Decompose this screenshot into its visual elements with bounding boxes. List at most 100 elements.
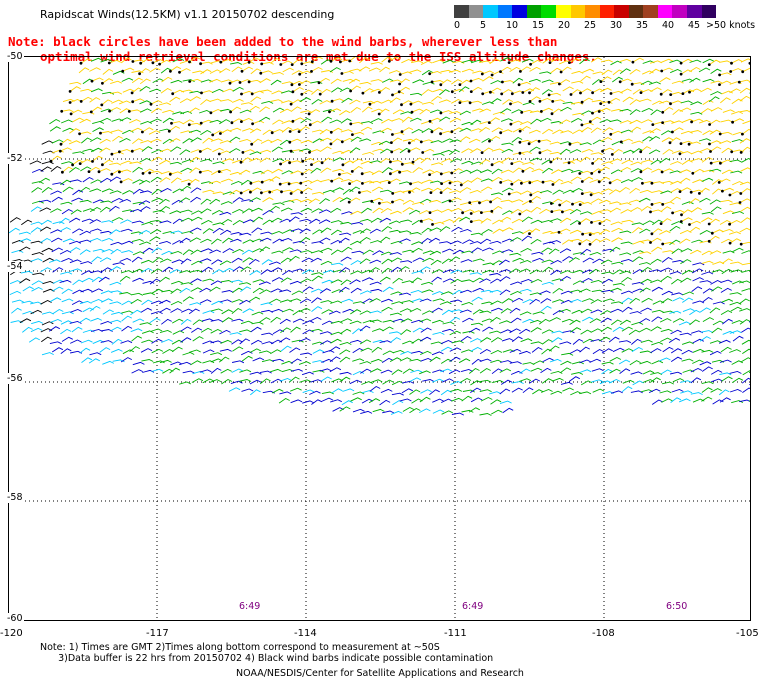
wind-barb xyxy=(200,248,213,253)
wind-barb xyxy=(742,387,750,393)
wind-barb xyxy=(9,227,20,234)
legend-tick-label: >50 knots xyxy=(706,20,756,31)
wind-barb xyxy=(161,318,172,325)
wind-barb xyxy=(249,197,261,202)
wind-barb xyxy=(702,58,715,64)
wind-barb xyxy=(391,148,404,153)
wind-barb xyxy=(439,116,451,122)
wind-barb xyxy=(310,257,322,263)
contamination-circle xyxy=(390,150,394,154)
wind-barb xyxy=(470,232,483,236)
wind-barb xyxy=(601,69,613,76)
wind-barb xyxy=(440,368,453,373)
wind-barb xyxy=(459,127,472,133)
wind-barb xyxy=(79,347,91,354)
contamination-circle xyxy=(110,152,114,156)
wind-map[interactable] xyxy=(8,56,751,621)
wind-barb xyxy=(119,169,132,173)
wind-barb xyxy=(501,338,514,342)
wind-barb xyxy=(112,135,123,142)
wind-barb xyxy=(681,358,694,362)
wind-barb xyxy=(152,257,164,263)
wind-barb xyxy=(140,58,152,64)
wind-barb xyxy=(629,360,641,366)
contamination-circle xyxy=(518,140,522,144)
wind-barb xyxy=(511,231,524,235)
wind-barb xyxy=(378,108,390,115)
contamination-circle xyxy=(730,61,733,65)
wind-barb xyxy=(271,146,283,152)
wind-barb xyxy=(678,398,691,403)
wind-barb xyxy=(449,117,462,123)
wind-barb xyxy=(409,187,421,193)
wind-barb xyxy=(740,167,750,172)
wind-barb xyxy=(540,367,552,374)
wind-barb xyxy=(139,190,153,194)
wind-barb xyxy=(29,160,42,165)
wind-barb xyxy=(609,158,622,163)
wind-barb xyxy=(359,218,372,222)
wind-barb xyxy=(61,161,74,165)
legend-ticks: 0 5 10 15 20 25 30 35 40 45 >50 knots xyxy=(454,18,756,32)
wind-barb xyxy=(442,278,455,283)
wind-barb xyxy=(339,172,352,176)
wind-barb xyxy=(620,209,632,214)
wind-barb xyxy=(729,159,742,163)
wind-barb xyxy=(749,110,750,112)
wind-barb xyxy=(739,198,750,203)
wind-barb xyxy=(479,367,491,374)
wind-barb xyxy=(622,149,635,154)
wind-barb xyxy=(419,318,432,323)
wind-barb xyxy=(500,199,513,203)
wind-barb xyxy=(702,317,715,322)
contamination-circle xyxy=(588,233,592,237)
wind-barb xyxy=(360,410,373,415)
contamination-circle xyxy=(580,100,584,104)
contamination-circle xyxy=(558,203,562,207)
wind-barb xyxy=(551,108,563,115)
wind-barb xyxy=(301,187,313,193)
wind-barb xyxy=(141,359,154,362)
wind-barb xyxy=(372,207,384,214)
wind-barb xyxy=(119,149,132,153)
wind-barb xyxy=(740,58,750,63)
wind-barb xyxy=(422,169,435,174)
wind-barb xyxy=(41,311,54,315)
wind-barb xyxy=(341,400,353,406)
wind-barb xyxy=(482,70,495,75)
wind-barb xyxy=(719,140,732,145)
wind-barb xyxy=(69,166,80,173)
contamination-circle xyxy=(198,170,202,174)
wind-barb xyxy=(559,119,571,125)
wind-barb xyxy=(340,328,352,335)
wind-barb xyxy=(601,368,613,375)
wind-barb xyxy=(141,299,153,306)
wind-barb xyxy=(710,68,722,74)
wind-barb xyxy=(650,326,662,332)
contamination-circle xyxy=(310,163,313,166)
contamination-circle xyxy=(329,130,333,134)
wind-barb xyxy=(141,221,154,226)
wind-barb xyxy=(368,398,381,404)
wind-barb xyxy=(739,138,750,144)
wind-barb xyxy=(599,229,611,235)
contamination-circle xyxy=(481,92,485,96)
wind-barb xyxy=(202,278,215,282)
wind-barb xyxy=(142,369,155,373)
wind-barb xyxy=(170,177,182,184)
wind-barb xyxy=(542,167,554,174)
wind-barb xyxy=(419,298,432,302)
wind-barb xyxy=(139,157,152,163)
wind-barb xyxy=(368,267,380,273)
wind-barb xyxy=(349,279,361,285)
wind-barb xyxy=(60,138,72,145)
wind-barb xyxy=(570,101,584,105)
wind-barb xyxy=(409,117,422,122)
wind-barb xyxy=(122,190,134,195)
wind-barb xyxy=(162,266,174,273)
wind-barb xyxy=(431,307,443,313)
wind-barb xyxy=(669,271,682,275)
wind-barb xyxy=(18,231,32,235)
wind-barb xyxy=(619,230,632,234)
wind-barb xyxy=(690,150,703,155)
